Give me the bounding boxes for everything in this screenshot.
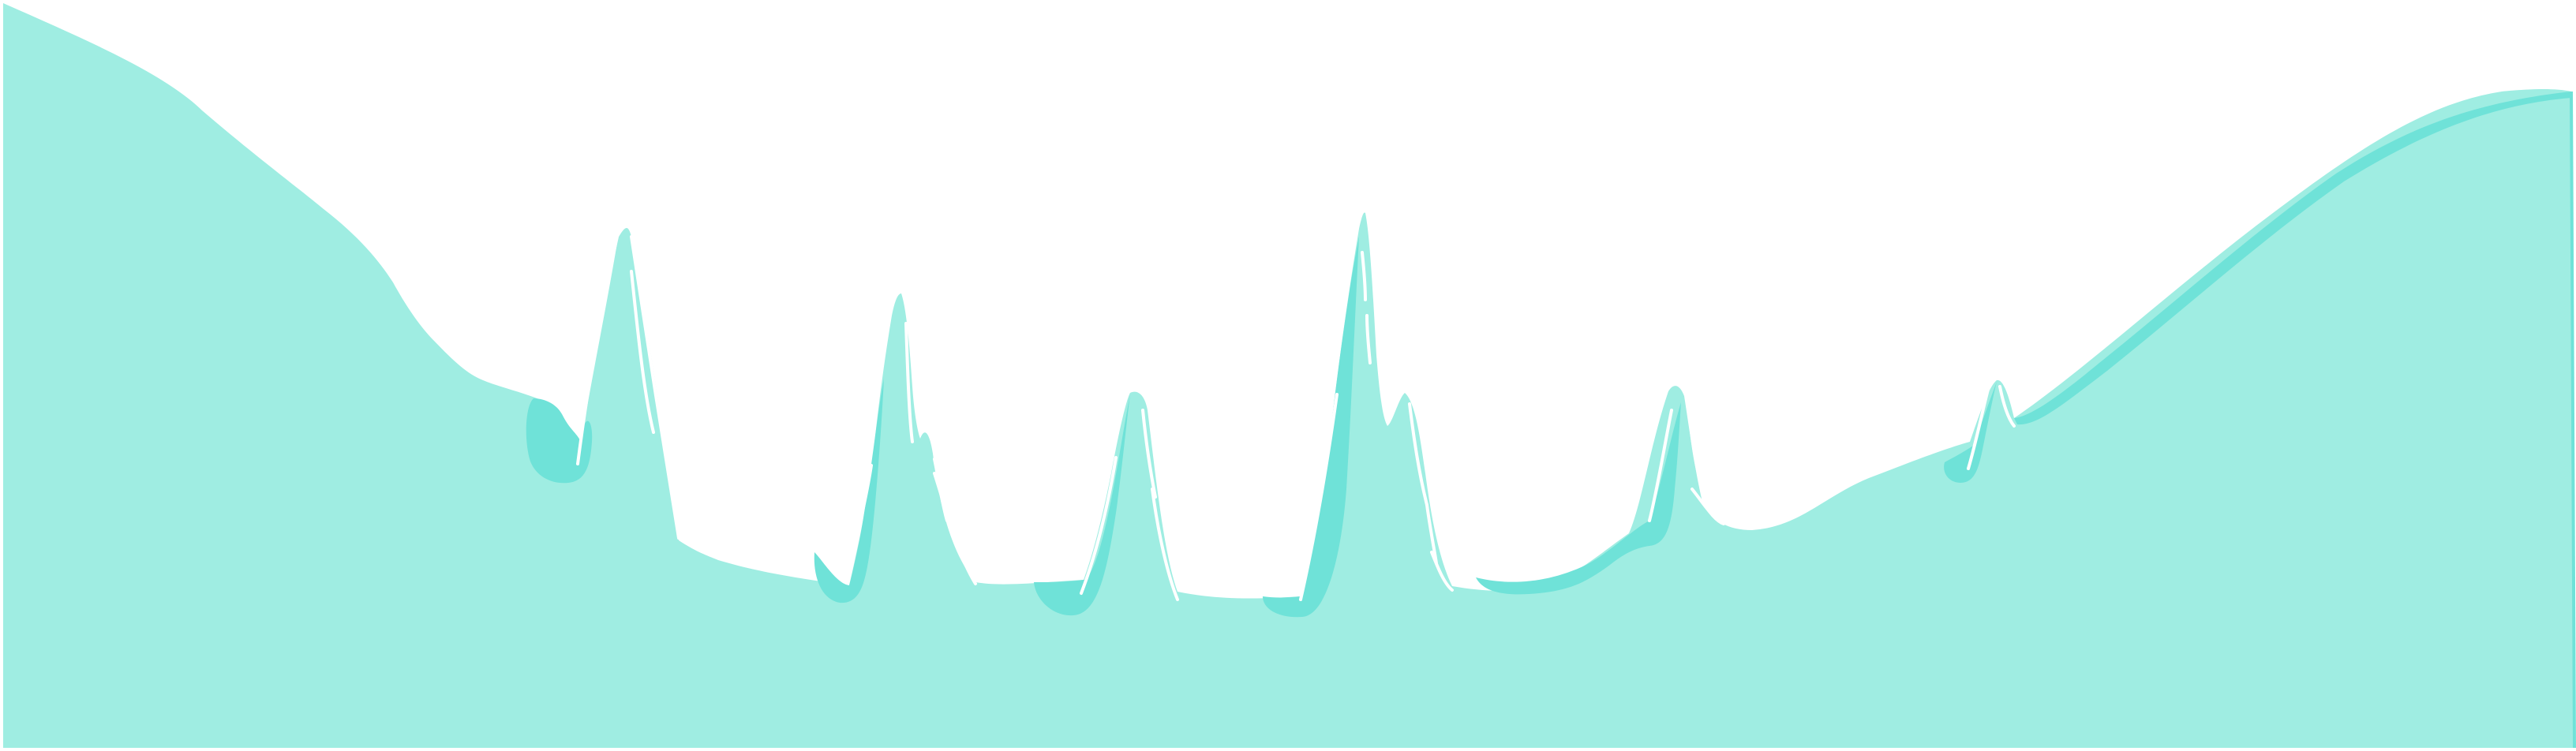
highlight-stroke [576, 235, 619, 465]
highlight-stroke [1408, 402, 1428, 506]
shadow-blob-1 [526, 398, 593, 484]
highlight-stroke [1365, 314, 1372, 364]
ground-accent [678, 537, 790, 569]
highlight-stroke [1648, 409, 1673, 522]
highlight-strokes [576, 235, 2016, 601]
right-edge-line [2570, 91, 2576, 749]
shadow-blob-3 [1034, 394, 1130, 616]
shadow-blob-5 [1476, 402, 1681, 595]
terrain-main-shape [3, 3, 2574, 748]
highlight-stroke [848, 464, 873, 570]
highlight-stroke [1361, 251, 1367, 301]
shadow-blob-2 [814, 379, 884, 603]
highlight-stroke [919, 383, 930, 432]
highlight-stroke [630, 270, 655, 434]
highlight-stroke [933, 472, 977, 585]
highlight-stroke [1141, 409, 1157, 499]
highlight-stroke [1151, 488, 1179, 601]
highlight-stroke [630, 235, 680, 540]
highlight-stroke [1998, 385, 2016, 428]
highlight-stroke [1687, 409, 1705, 491]
highlight-stroke [904, 322, 914, 443]
highlight-stroke [1430, 551, 1454, 592]
highlight-stroke [1299, 393, 1339, 601]
highlight-stroke [1080, 456, 1118, 595]
shadow-ridge-right [2014, 92, 2571, 425]
shadow-blob-4 [1263, 237, 1359, 618]
highlight-stroke [1690, 488, 1725, 525]
highlight-stroke [1967, 385, 1990, 470]
shadow-blob-6 [1944, 382, 1997, 483]
